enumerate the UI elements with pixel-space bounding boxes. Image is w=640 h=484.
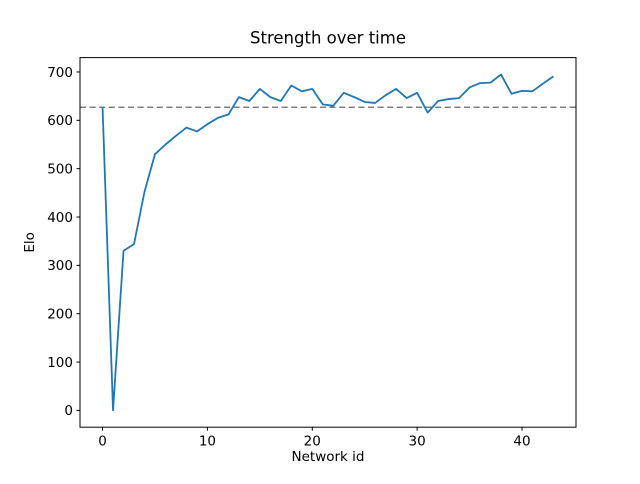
axes-spines: [79, 57, 577, 428]
y-tick-label: 0: [64, 403, 73, 419]
y-axis-label: Elo: [22, 232, 38, 253]
x-tick-label: 0: [98, 434, 107, 450]
x-tick-label: 40: [513, 434, 530, 450]
y-tick-label: 300: [47, 258, 73, 274]
y-tick-label: 200: [47, 307, 73, 323]
x-tick-label: 10: [199, 434, 216, 450]
y-axis-ticks: 0 100 200 300 400 500 600 700: [47, 65, 80, 419]
x-tick-label: 30: [409, 434, 426, 450]
x-axis-label: Network id: [292, 449, 365, 465]
chart-title: Strength over time: [250, 29, 406, 48]
x-tick-label: 20: [304, 434, 321, 450]
x-axis-ticks: 0 10 20 30 40: [98, 427, 531, 450]
y-tick-label: 500: [47, 161, 73, 177]
y-tick-label: 700: [47, 65, 73, 81]
elo-line-series: [101, 73, 554, 412]
y-tick-label: 100: [47, 355, 73, 371]
y-tick-label: 400: [47, 210, 73, 226]
y-tick-label: 600: [47, 113, 73, 129]
plot-area: [80, 57, 576, 428]
